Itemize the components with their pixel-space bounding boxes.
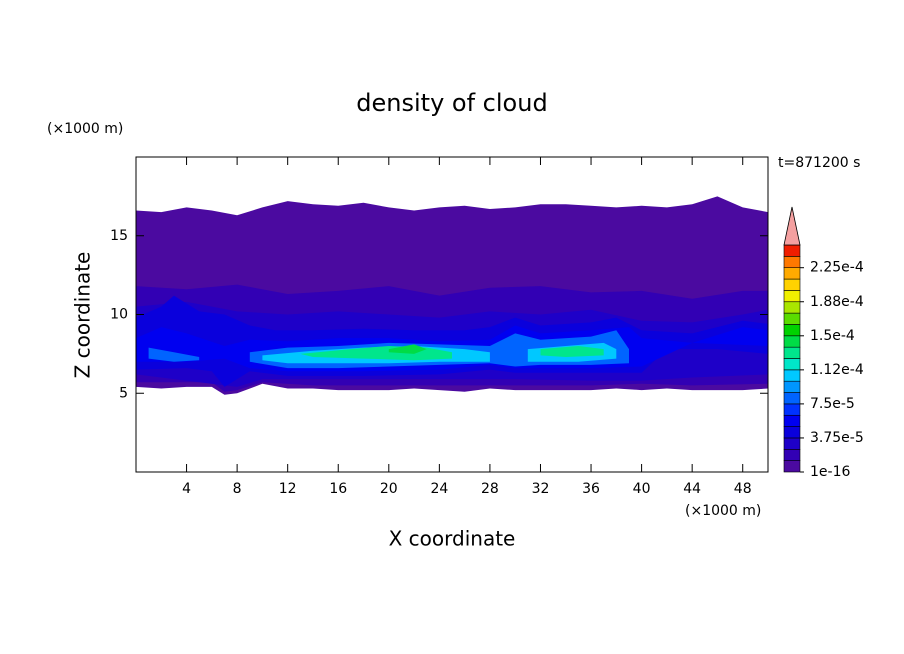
x-tick-label: 28 <box>481 481 499 497</box>
colorbar-tick-label: 7.5e-5 <box>810 396 855 412</box>
colorbar-tick-label: 1.5e-4 <box>810 328 855 344</box>
colorbar-tick-label: 3.75e-5 <box>810 430 864 446</box>
x-tick-label: 44 <box>683 481 701 497</box>
x-tick-label: 20 <box>380 481 398 497</box>
y-tick-label: 10 <box>110 307 128 323</box>
x-tick-label: 12 <box>279 481 297 497</box>
x-tick-label: 40 <box>633 481 651 497</box>
colorbar-box <box>783 403 801 416</box>
colorbar-box <box>783 369 801 382</box>
colorbar-extension <box>783 206 801 246</box>
time-label: t=871200 s <box>778 155 860 171</box>
x-axis-label: X coordinate <box>389 527 516 551</box>
y-unit: (×1000 m) <box>47 121 123 137</box>
colorbar-box <box>783 448 801 461</box>
colorbar-box <box>783 392 801 405</box>
x-tick-label: 48 <box>734 481 752 497</box>
colorbar-box <box>783 244 801 257</box>
x-tick-label: 36 <box>582 481 600 497</box>
colorbar-box <box>783 426 801 439</box>
colorbar-box <box>783 380 801 393</box>
y-tick-label: 15 <box>110 228 128 244</box>
x-tick-label: 16 <box>329 481 347 497</box>
chart-title: density of cloud <box>356 89 547 117</box>
contour-region <box>540 346 604 357</box>
colorbar-box <box>783 414 801 427</box>
colorbar-box <box>783 267 801 280</box>
colorbar-box <box>783 256 801 269</box>
colorbar-tick-label: 2.25e-4 <box>810 260 864 276</box>
x-tick-label: 32 <box>532 481 550 497</box>
y-axis-label: Z coordinate <box>71 252 95 379</box>
colorbar-box <box>783 312 801 325</box>
colorbar-box <box>783 290 801 303</box>
colorbar-tick-label: 1e-16 <box>810 464 850 480</box>
colorbar-box <box>783 278 801 291</box>
colorbar-box <box>783 335 801 348</box>
y-tick-label: 5 <box>119 385 128 401</box>
colorbar-box <box>783 301 801 314</box>
colorbar-box <box>783 460 801 473</box>
colorbar-tick-label: 1.88e-4 <box>810 294 864 310</box>
contour-field <box>136 196 768 395</box>
contour-region <box>388 344 427 354</box>
contour-region <box>148 347 200 362</box>
colorbar-box <box>783 358 801 371</box>
colorbar-box <box>783 437 801 450</box>
x-unit: (×1000 m) <box>685 503 761 519</box>
x-tick-label: 8 <box>233 481 242 497</box>
colorbar-box <box>783 324 801 337</box>
colorbar-box <box>783 346 801 359</box>
x-tick-label: 4 <box>182 481 191 497</box>
x-tick-label: 24 <box>430 481 448 497</box>
colorbar-tick-label: 1.12e-4 <box>810 362 864 378</box>
